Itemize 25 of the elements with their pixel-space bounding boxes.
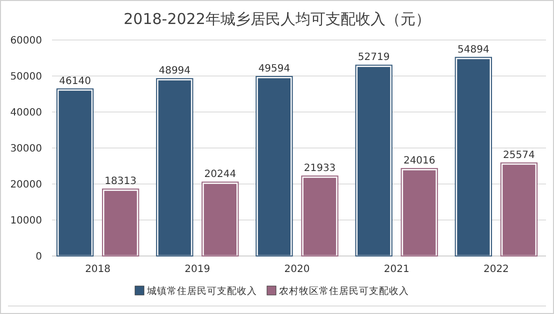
legend-label: 城镇常住居民可支配收入 bbox=[146, 285, 257, 297]
x-tick-label: 2022 bbox=[483, 264, 509, 275]
y-tick-label: 10000 bbox=[10, 216, 42, 226]
y-tick-label: 0 bbox=[36, 252, 42, 262]
y-tick-label: 60000 bbox=[10, 36, 42, 46]
data-label: 48994 bbox=[158, 66, 191, 77]
x-tick-label: 2019 bbox=[184, 264, 210, 275]
x-tick-label: 2020 bbox=[284, 264, 310, 275]
y-tick-label: 20000 bbox=[10, 180, 42, 190]
data-label: 46140 bbox=[59, 76, 91, 87]
chart-title: 2018-2022年城乡居民人均可支配收入（元） bbox=[124, 10, 430, 28]
data-label: 52719 bbox=[358, 52, 390, 64]
data-label: 21933 bbox=[304, 163, 336, 174]
y-tick-label: 40000 bbox=[10, 108, 42, 118]
y-tick-label: 50000 bbox=[10, 72, 42, 82]
data-label: 24016 bbox=[403, 156, 436, 167]
legend-label: 农村牧区常住居民可支配收入 bbox=[279, 285, 409, 297]
data-label: 18313 bbox=[104, 176, 136, 188]
y-tick-label: 30000 bbox=[10, 144, 42, 154]
x-tick-label: 2018 bbox=[85, 264, 111, 275]
data-label: 54894 bbox=[458, 44, 490, 56]
x-tick-label: 2021 bbox=[384, 264, 410, 275]
data-label: 49594 bbox=[258, 63, 290, 74]
data-label: 25574 bbox=[503, 150, 535, 161]
data-label: 20244 bbox=[204, 169, 236, 180]
